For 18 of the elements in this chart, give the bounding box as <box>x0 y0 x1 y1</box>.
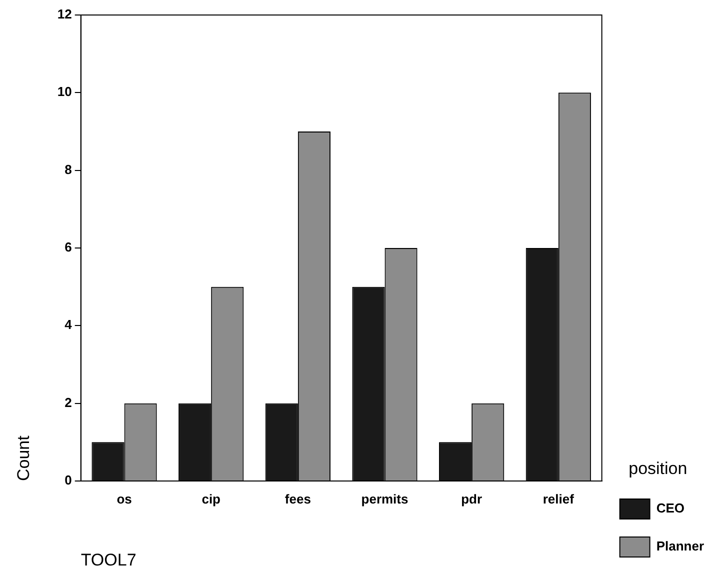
y-tick-label: 2 <box>64 394 72 410</box>
y-tick-label: 6 <box>64 240 72 255</box>
y-tick-label: 8 <box>64 162 72 177</box>
y-tick-label: 4 <box>64 317 73 332</box>
y-tick-label: 0 <box>64 472 72 488</box>
x-tick-label: cip <box>202 491 221 506</box>
legend-label: CEO <box>656 500 684 516</box>
y-tick-label: 10 <box>57 84 72 100</box>
legend-label: Planner <box>656 538 704 554</box>
y-axis-title: Count <box>14 435 33 481</box>
legend-title: position <box>628 458 688 478</box>
y-tick-label: 12 <box>57 6 72 22</box>
x-tick-label: relief <box>542 491 575 506</box>
x-tick-label: pdr <box>461 491 482 506</box>
x-tick-label: permits <box>361 491 408 506</box>
x-tick-label: os <box>116 491 132 506</box>
x-tick-label: fees <box>284 491 311 506</box>
x-axis-title: TOOL7 <box>80 550 136 570</box>
